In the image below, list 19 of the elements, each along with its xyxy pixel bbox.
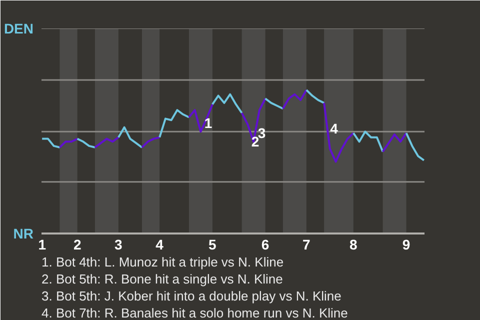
annotation: 3	[258, 125, 266, 142]
text: 3. Bot 5th: J. Kober hit into a double play vs N. Kline	[42, 288, 342, 304]
x-tick-label: 6	[261, 236, 270, 252]
x-tick-label: 1	[38, 236, 46, 252]
text: 4. Bot 7th: R. Banales hit a solo home run vs N. Kline	[42, 306, 348, 320]
text: 1. Bot 4th: L. Munoz hit a triple vs N. Kline	[42, 254, 284, 270]
text: NR	[13, 226, 34, 242]
x-tick-label: 9	[402, 236, 410, 252]
x-tick-label: 2	[73, 236, 82, 252]
text: 2. Bot 5th: R. Bone hit a single vs N. Kline	[42, 272, 283, 286]
x-tick-label: 4	[156, 236, 164, 252]
text: DEN	[4, 20, 34, 36]
x-tick-label: 7	[302, 236, 311, 252]
annotation: 4	[330, 120, 338, 137]
x-tick-label: 3	[114, 236, 123, 252]
x-tick-label: 8	[350, 236, 358, 252]
annotation: 1	[204, 115, 212, 132]
annotation: 2	[251, 134, 260, 150]
x-tick-label: 5	[208, 236, 217, 252]
